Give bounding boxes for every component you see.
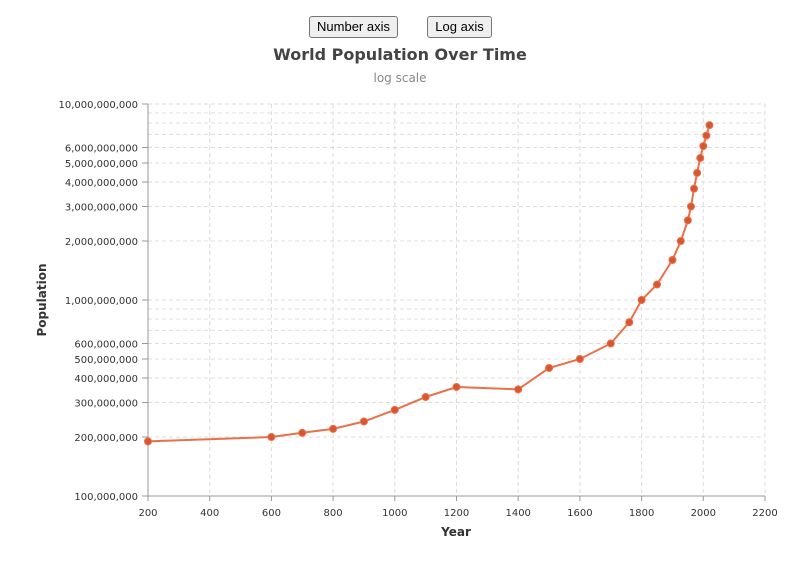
number-axis-button[interactable]: Number axis (309, 16, 398, 38)
y-tick-label: 600,000,000 (74, 339, 138, 350)
x-tick-label: 200 (138, 508, 157, 519)
data-point (676, 236, 685, 245)
x-tick-label: 600 (262, 508, 281, 519)
axis-toggle-toolbar: Number axis Log axis (0, 16, 800, 40)
y-tick-label: 3,000,000,000 (65, 202, 138, 213)
data-point (421, 392, 430, 401)
y-tick-label: 500,000,000 (74, 355, 138, 366)
y-tick-label: 10,000,000,000 (58, 100, 138, 111)
y-tick-label: 4,000,000,000 (65, 178, 138, 189)
y-axis-ticks: 100,000,000 200,000,000 300,000,000 400,000… (58, 100, 148, 503)
x-tick-label: 1600 (567, 508, 592, 519)
series-population (144, 121, 714, 446)
x-tick-label: 1200 (444, 508, 469, 519)
x-axis-ticks: 200 400 600 800 1000 1200 1400 1600 1800 2000 2200 (138, 496, 778, 519)
y-axis-label: Population (35, 263, 49, 336)
data-point (637, 296, 646, 304)
data-point (298, 428, 307, 437)
y-tick-label: 5,000,000,000 (65, 159, 138, 170)
y-tick-label: 200,000,000 (74, 433, 138, 444)
chart-subtitle: log scale (373, 71, 426, 85)
data-point (693, 168, 702, 177)
data-point (575, 355, 584, 364)
data-point (390, 405, 399, 414)
data-point (329, 424, 338, 433)
data-point (452, 382, 461, 391)
x-tick-label: 2000 (691, 508, 716, 519)
data-point (267, 432, 276, 441)
grid-lines (148, 103, 766, 496)
series-line (147, 124, 711, 443)
data-point (699, 142, 708, 151)
x-tick-label: 800 (324, 508, 343, 519)
x-tick-label: 1800 (629, 508, 654, 519)
data-point (705, 121, 714, 130)
y-tick-label: 100,000,000 (74, 492, 138, 503)
data-point (653, 280, 662, 289)
x-tick-label: 400 (200, 508, 219, 519)
data-point (686, 202, 695, 211)
x-tick-label: 2200 (752, 508, 777, 519)
log-axis-button[interactable]: Log axis (427, 16, 492, 38)
data-point (144, 437, 152, 446)
data-point (606, 339, 615, 348)
y-tick-label: 300,000,000 (74, 398, 138, 409)
data-point (690, 184, 699, 193)
data-point (683, 216, 692, 225)
data-point (514, 385, 523, 394)
x-tick-label: 1000 (382, 508, 407, 519)
x-axis-label: Year (440, 525, 471, 539)
chart-title: World Population Over Time (273, 45, 527, 64)
data-point (668, 255, 677, 264)
data-point (359, 417, 368, 426)
data-point (696, 154, 705, 163)
x-tick-label: 1400 (505, 508, 530, 519)
data-point (625, 318, 634, 327)
y-tick-label: 2,000,000,000 (65, 237, 138, 248)
y-tick-label: 6,000,000,000 (65, 143, 138, 154)
y-tick-label: 1,000,000,000 (65, 296, 138, 307)
data-point (545, 363, 554, 372)
y-tick-label: 400,000,000 (74, 374, 138, 385)
data-point (702, 131, 711, 140)
